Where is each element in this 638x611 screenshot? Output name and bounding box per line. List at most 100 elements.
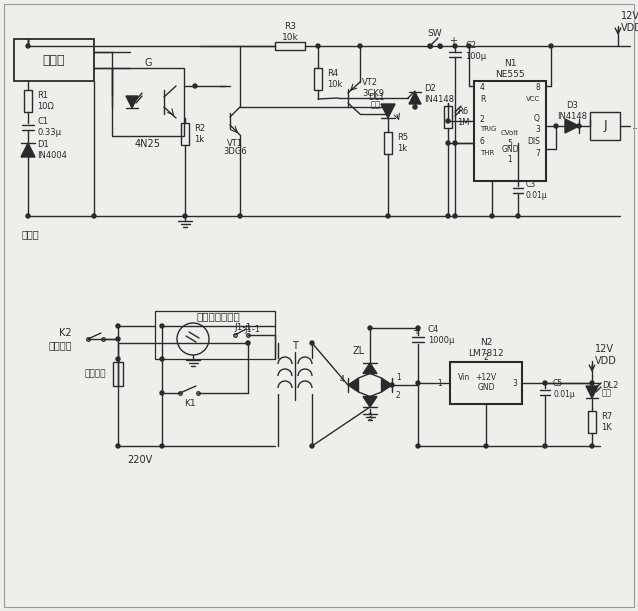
Bar — [474, 81, 546, 181]
Text: CVolt: CVolt — [501, 130, 519, 136]
Text: N1
NE555: N1 NE555 — [495, 59, 525, 79]
Text: R7
1K: R7 1K — [601, 412, 612, 432]
Circle shape — [453, 44, 457, 48]
Circle shape — [116, 324, 120, 328]
Circle shape — [428, 44, 432, 48]
Text: C1
0.33μ: C1 0.33μ — [37, 117, 61, 137]
Bar — [275, 42, 305, 50]
Circle shape — [116, 357, 120, 361]
Text: DIS: DIS — [527, 136, 540, 145]
Text: 绿色: 绿色 — [602, 389, 612, 398]
Text: VT2
3CK9: VT2 3CK9 — [362, 78, 384, 98]
Text: N2
LM7812: N2 LM7812 — [468, 338, 504, 357]
Circle shape — [92, 214, 96, 218]
Text: 7: 7 — [535, 148, 540, 158]
Text: 2: 2 — [480, 114, 485, 123]
Circle shape — [116, 337, 120, 341]
Polygon shape — [381, 104, 395, 118]
Circle shape — [516, 214, 520, 218]
Text: 12V
VDD: 12V VDD — [621, 11, 638, 33]
Text: Q: Q — [534, 114, 540, 123]
Circle shape — [590, 444, 594, 448]
Bar — [155, 311, 275, 359]
Circle shape — [160, 357, 164, 361]
Bar — [112, 68, 184, 136]
Text: Vin: Vin — [458, 373, 470, 382]
Text: THR: THR — [480, 150, 494, 156]
Bar — [24, 90, 32, 112]
Text: 1: 1 — [396, 373, 401, 381]
Text: C2
100μ: C2 100μ — [465, 42, 486, 60]
Text: D1
IN4004: D1 IN4004 — [37, 141, 67, 159]
Circle shape — [590, 381, 594, 385]
Circle shape — [193, 84, 197, 88]
Bar — [450, 362, 522, 404]
Text: G: G — [144, 58, 152, 68]
Text: 6: 6 — [480, 136, 485, 145]
Circle shape — [238, 214, 242, 218]
Circle shape — [490, 214, 494, 218]
Text: GND: GND — [501, 144, 519, 153]
Polygon shape — [21, 143, 35, 157]
Text: TRIG: TRIG — [480, 126, 496, 132]
Text: 3: 3 — [535, 125, 540, 133]
Circle shape — [160, 444, 164, 448]
Text: C4
1000μ: C4 1000μ — [428, 325, 454, 345]
Circle shape — [453, 214, 457, 218]
Circle shape — [26, 44, 30, 48]
Text: DL2: DL2 — [602, 381, 618, 390]
Circle shape — [467, 44, 471, 48]
Text: VT1: VT1 — [227, 139, 243, 147]
Text: ...: ... — [632, 121, 638, 131]
Circle shape — [416, 326, 420, 330]
Circle shape — [390, 383, 394, 387]
Text: 12V
VDD: 12V VDD — [595, 344, 617, 366]
Text: 电源保险: 电源保险 — [84, 370, 106, 378]
Text: 3: 3 — [367, 412, 373, 422]
Text: 2: 2 — [396, 390, 401, 400]
Polygon shape — [363, 397, 377, 407]
Circle shape — [453, 141, 457, 145]
Text: ZL: ZL — [353, 346, 365, 356]
Text: 8: 8 — [535, 84, 540, 92]
Circle shape — [386, 214, 390, 218]
Text: GND: GND — [477, 384, 494, 392]
Text: R3
10k: R3 10k — [281, 22, 299, 42]
Circle shape — [413, 105, 417, 109]
Circle shape — [416, 444, 420, 448]
Text: 3: 3 — [512, 378, 517, 387]
Text: 2: 2 — [484, 354, 488, 362]
Polygon shape — [363, 363, 377, 373]
Text: +: + — [449, 36, 457, 46]
Bar — [444, 106, 452, 128]
Polygon shape — [565, 119, 579, 133]
Circle shape — [446, 119, 450, 123]
Circle shape — [183, 214, 187, 218]
Text: J1-1: J1-1 — [234, 323, 251, 332]
Text: 220V: 220V — [128, 455, 152, 465]
Circle shape — [554, 124, 558, 128]
Text: D2
IN4148: D2 IN4148 — [424, 84, 454, 104]
Circle shape — [26, 214, 30, 218]
Circle shape — [310, 444, 314, 448]
Text: 1: 1 — [508, 155, 512, 164]
Text: 1: 1 — [437, 378, 442, 387]
Circle shape — [543, 444, 547, 448]
Circle shape — [549, 44, 553, 48]
Text: T: T — [292, 341, 298, 351]
Text: R5
1k: R5 1k — [397, 133, 408, 153]
Text: K1: K1 — [184, 398, 196, 408]
Polygon shape — [409, 92, 421, 104]
Text: 5: 5 — [508, 139, 512, 147]
Text: J: J — [603, 120, 607, 133]
Text: +: + — [412, 326, 420, 336]
Polygon shape — [126, 96, 138, 108]
Bar — [384, 132, 392, 154]
Text: D3
IN4148: D3 IN4148 — [557, 101, 587, 121]
Bar — [14, 39, 94, 81]
Text: VCC: VCC — [526, 96, 540, 102]
Polygon shape — [586, 386, 598, 398]
Text: 3DG6: 3DG6 — [223, 147, 247, 156]
Bar — [181, 123, 189, 145]
Text: 电话线: 电话线 — [21, 229, 39, 239]
